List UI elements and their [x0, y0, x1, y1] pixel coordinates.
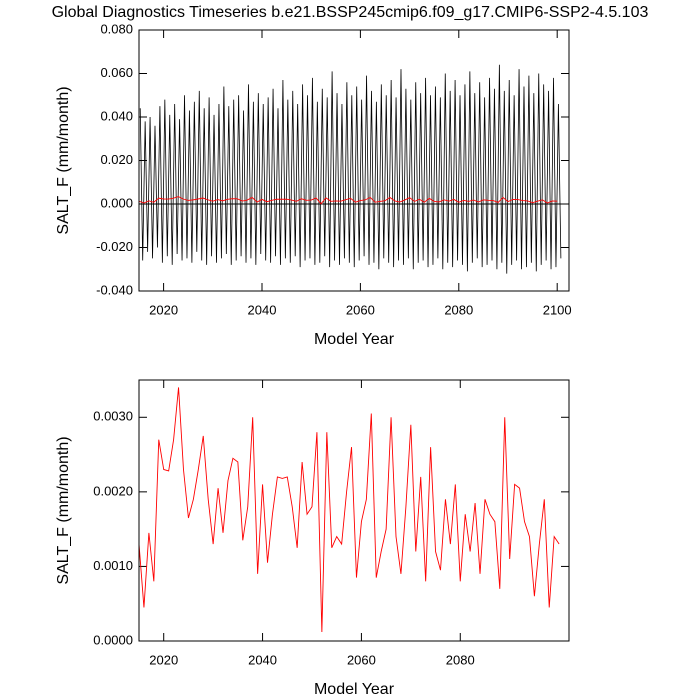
y-tick-label: -0.040 [96, 282, 133, 297]
x-axis-label: Model Year [314, 331, 395, 348]
data-line [139, 196, 558, 205]
y-tick-label: 0.000 [100, 195, 133, 210]
y-axis-label: SALT_F (mm/month) [55, 86, 72, 234]
y-tick-label: 0.080 [100, 21, 133, 36]
x-tick-label: 2020 [149, 652, 178, 667]
chart-title: Global Diagnostics Timeseries b.e21.BSSP… [52, 4, 649, 21]
y-tick-label: 0.0010 [93, 558, 133, 573]
x-tick-label: 2080 [446, 652, 475, 667]
y-tick-label: 0.060 [100, 65, 133, 80]
x-tick-label: 2080 [444, 302, 473, 317]
data-line [139, 387, 560, 633]
y-tick-label: 0.0030 [93, 409, 133, 424]
y-tick-label: 0.0020 [93, 483, 133, 498]
data-line [139, 64, 562, 274]
x-tick-label: 2040 [248, 652, 277, 667]
x-tick-label: 2020 [149, 302, 178, 317]
y-tick-label: -0.020 [96, 239, 133, 254]
y-tick-label: 0.040 [100, 108, 133, 123]
y-tick-label: 0.0000 [93, 632, 133, 647]
plot-frame [138, 29, 570, 292]
y-tick-label: 0.020 [100, 152, 133, 167]
x-tick-label: 2100 [543, 302, 572, 317]
y-axis-label: SALT_F (mm/month) [55, 436, 72, 584]
plot-frame [138, 379, 570, 642]
x-tick-label: 2060 [346, 302, 375, 317]
x-tick-label: 2060 [347, 652, 376, 667]
x-tick-label: 2040 [248, 302, 277, 317]
x-axis-label: Model Year [314, 681, 395, 698]
